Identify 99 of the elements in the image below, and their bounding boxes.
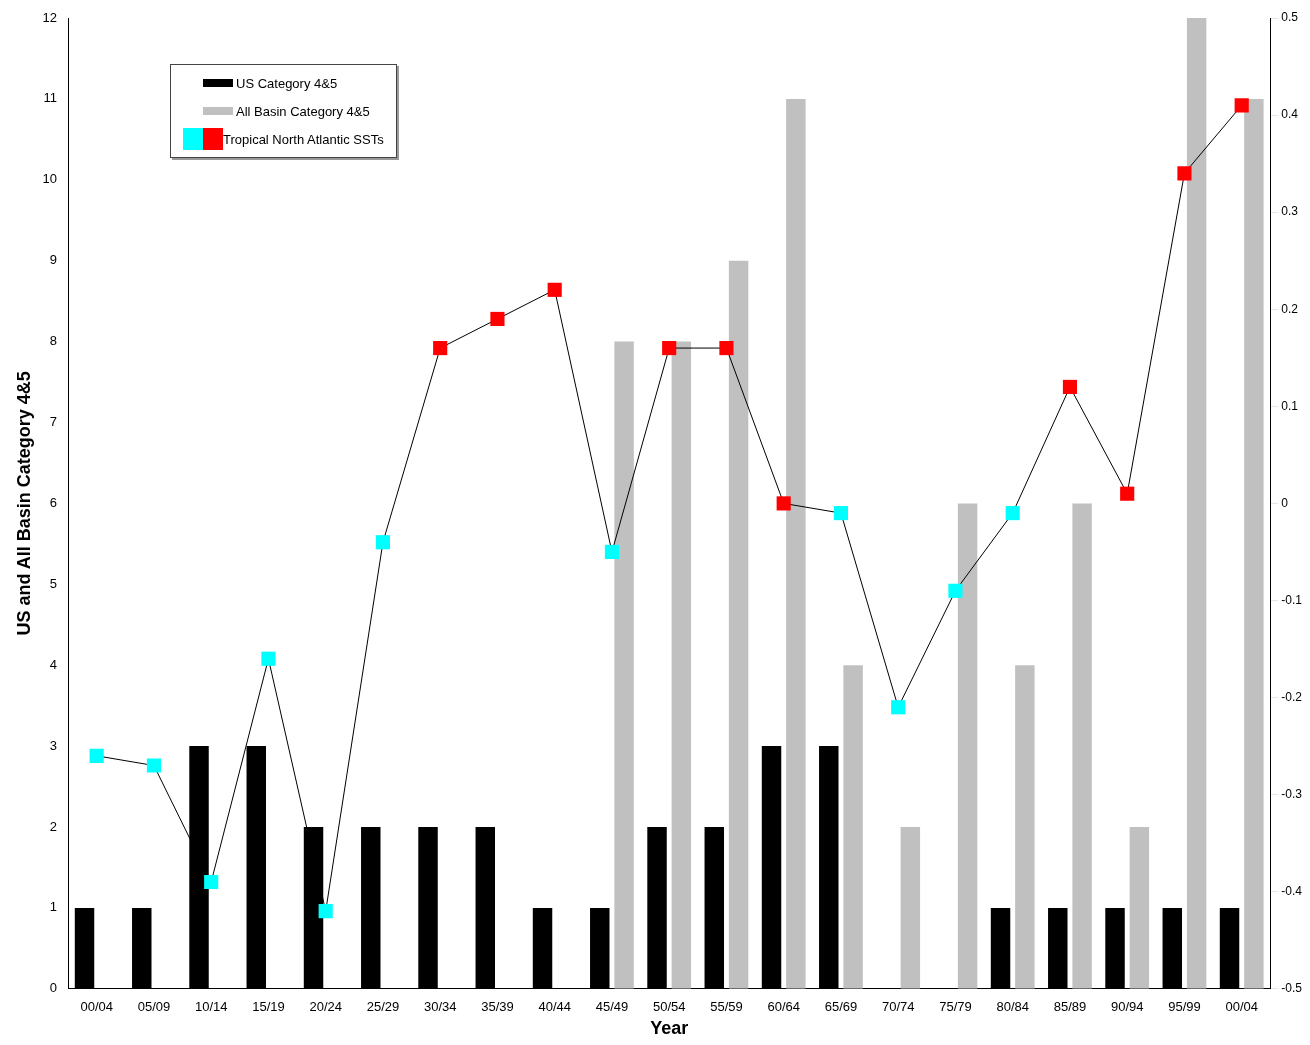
bar — [819, 746, 839, 989]
point — [776, 496, 791, 511]
bar — [1048, 907, 1068, 989]
x-tick-label: 70/74 — [881, 999, 915, 1015]
bar — [1244, 98, 1264, 989]
x-tick-label: 30/34 — [423, 999, 457, 1015]
point — [490, 311, 505, 327]
y2-tick-label: 0.2 — [1281, 301, 1299, 316]
bar — [614, 341, 634, 989]
point — [547, 282, 562, 297]
x-tick-label: 10/14 — [194, 999, 228, 1015]
y2-tick-label: 0.5 — [1281, 10, 1299, 25]
y2-tick-label: -0.2 — [1281, 689, 1303, 704]
y2-tick-label: 0.3 — [1281, 204, 1299, 219]
bar — [1219, 907, 1240, 989]
y-tick-label: 3 — [49, 737, 58, 753]
y-tick-label: 11 — [43, 90, 58, 106]
y-tick-label: 12 — [42, 9, 58, 25]
bar — [957, 503, 978, 989]
bar — [990, 907, 1011, 989]
point — [89, 748, 104, 763]
bar — [1186, 18, 1207, 989]
bar — [900, 827, 921, 989]
y2-tick-label: -0.4 — [1281, 884, 1303, 899]
bar — [1105, 907, 1125, 989]
x-axis-title: Year — [650, 1018, 689, 1039]
x-tick-label: 90/94 — [1110, 999, 1144, 1015]
x-tick-label: 40/44 — [538, 999, 571, 1015]
y-axis-title: US and All Basin Category 4&5 — [13, 371, 34, 636]
bar — [418, 827, 438, 989]
y-tick-label: 1 — [49, 899, 58, 915]
point — [604, 544, 620, 560]
x-tick-label: 00/04 — [1225, 999, 1258, 1015]
point — [318, 904, 333, 919]
bar — [590, 907, 610, 989]
point — [261, 651, 276, 666]
y-tick-label: 6 — [49, 494, 58, 510]
y2-tick-label: -0.1 — [1281, 592, 1303, 607]
bar — [671, 341, 692, 989]
bar — [1072, 503, 1092, 989]
bar — [786, 98, 806, 989]
x-tick-label: 85/89 — [1053, 999, 1087, 1015]
bar — [475, 827, 496, 989]
bar — [728, 260, 749, 989]
bar — [1015, 665, 1035, 989]
x-tick-label: 95/99 — [1168, 999, 1201, 1015]
bar — [532, 907, 553, 989]
legend-label: Tropical North Atlantic SSTs — [223, 131, 384, 147]
point — [204, 874, 219, 890]
x-tick-label: 05/09 — [137, 999, 171, 1015]
bar — [704, 827, 725, 989]
bar — [843, 665, 863, 989]
x-tick-label: 55/59 — [710, 999, 743, 1015]
bar — [132, 907, 152, 989]
bar — [74, 907, 95, 989]
x-tick-label: 80/84 — [996, 999, 1029, 1015]
point — [1177, 166, 1192, 181]
point — [719, 341, 734, 356]
y2-tick-label: 0 — [1281, 495, 1289, 510]
point — [1062, 379, 1078, 394]
point — [891, 700, 906, 715]
y2-tick-label: 0.4 — [1281, 107, 1299, 122]
x-tick-label: 45/49 — [595, 999, 629, 1015]
bar — [1162, 907, 1183, 989]
point — [1120, 486, 1135, 501]
x-tick-label: 50/54 — [652, 999, 686, 1015]
bar — [647, 827, 667, 989]
y-tick-label: 4 — [49, 656, 58, 672]
y-tick-label: 7 — [49, 414, 58, 430]
y-tick-label: 8 — [49, 333, 58, 349]
point — [375, 535, 391, 550]
legend-label: US Category 4&5 — [236, 75, 338, 91]
y-tick-label: 9 — [49, 252, 58, 268]
point — [833, 506, 849, 521]
x-tick-label: 25/29 — [366, 999, 400, 1015]
bar — [1129, 827, 1150, 989]
y2-tick-label: 0.1 — [1281, 398, 1299, 413]
y2-tick-label: -0.5 — [1281, 981, 1303, 996]
y2-tick-label: -0.3 — [1281, 786, 1303, 801]
x-tick-label: 15/19 — [252, 999, 285, 1015]
x-tick-label: 35/39 — [481, 999, 514, 1015]
x-tick-label: 75/79 — [939, 999, 972, 1015]
point — [146, 758, 162, 773]
y-tick-label: 10 — [42, 171, 58, 187]
y-tick-label: 0 — [49, 980, 58, 996]
legend-label: All Basin Category 4&5 — [236, 103, 370, 119]
bar — [761, 746, 782, 989]
x-tick-label: 00/04 — [80, 999, 113, 1015]
point — [1005, 506, 1020, 521]
x-tick-label: 20/24 — [309, 999, 342, 1015]
x-tick-label: 60/64 — [767, 999, 800, 1015]
x-tick-label: 65/69 — [824, 999, 858, 1015]
y-tick-label: 2 — [49, 818, 58, 834]
y-tick-label: 5 — [49, 575, 58, 591]
point — [1234, 98, 1249, 113]
bar — [361, 827, 381, 989]
point — [662, 341, 677, 356]
point — [433, 341, 448, 356]
point — [948, 583, 963, 598]
